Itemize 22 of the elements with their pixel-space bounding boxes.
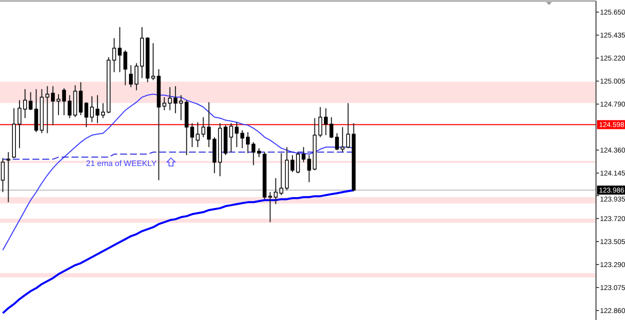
candlestick xyxy=(123,50,128,86)
candlestick xyxy=(190,122,194,148)
candlestick xyxy=(151,42,156,81)
annotation: 21 ema of WEEKLY xyxy=(86,159,158,168)
candlestick xyxy=(274,178,278,205)
candlestick xyxy=(73,84,78,118)
candlestick xyxy=(279,152,284,196)
line-series xyxy=(2,189,355,314)
candlestick xyxy=(118,26,122,73)
candlestick xyxy=(0,158,5,193)
line-series xyxy=(2,94,354,251)
candlestick xyxy=(201,116,206,138)
candlestick xyxy=(240,130,244,149)
candlestick xyxy=(318,106,322,138)
candlestick xyxy=(234,122,239,148)
candlestick xyxy=(34,88,38,133)
candlestick xyxy=(196,122,200,148)
candlestick xyxy=(78,82,83,116)
candlestick xyxy=(229,122,234,153)
candlestick xyxy=(84,102,88,128)
candlestick xyxy=(6,152,10,203)
candlestick xyxy=(112,38,116,73)
